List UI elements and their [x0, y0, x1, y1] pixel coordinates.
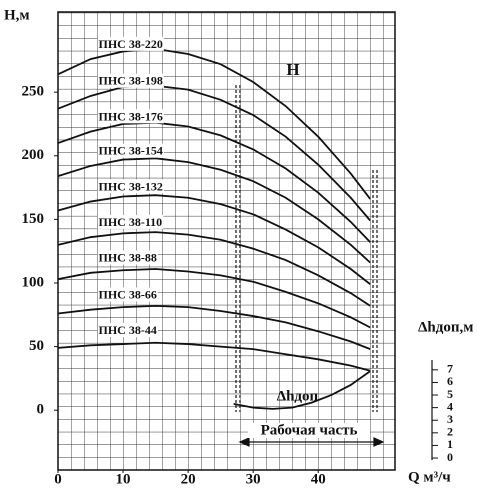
- curve: [57, 121, 371, 243]
- curve: [57, 231, 371, 307]
- x-tick-label: 10: [116, 471, 131, 487]
- y2-tick-label: 4: [447, 399, 453, 413]
- series-label: ПНС 38-66: [99, 287, 157, 301]
- curve: [57, 194, 371, 285]
- curve: [57, 47, 371, 200]
- y-tick-label: 150: [22, 211, 45, 227]
- series-label: ПНС 38-44: [99, 323, 157, 337]
- x-tick-label: 30: [246, 471, 261, 487]
- label-bg: [97, 214, 164, 229]
- y-tick-label: 100: [22, 274, 45, 290]
- series-label: Δhдоп: [277, 388, 319, 404]
- y-axis-title: H,м: [4, 7, 30, 23]
- y2-tick-label: 6: [447, 374, 453, 388]
- x-tick-label: 20: [181, 471, 196, 487]
- label-bg: [97, 36, 164, 51]
- y2-tick-label: 2: [447, 425, 453, 439]
- y2-tick-label: 3: [447, 412, 453, 426]
- annotation: H: [286, 60, 299, 79]
- label-bg: [97, 109, 164, 124]
- series-label: ПНС 38-154: [99, 144, 163, 158]
- x-tick-label: 40: [311, 471, 326, 487]
- y2-tick-label: 1: [447, 437, 453, 451]
- series-label: ПНС 38-176: [99, 109, 163, 123]
- label-bg: [97, 143, 164, 158]
- y-tick-label: 0: [37, 402, 45, 418]
- label-bg: [97, 73, 164, 88]
- y2-axis-title: Δhдоп,м: [418, 319, 473, 335]
- y2-tick-label: 0: [447, 450, 453, 464]
- curve: [57, 84, 371, 222]
- series-label: ПНС 38-88: [99, 251, 157, 265]
- series-label: ПНС 38-132: [99, 179, 163, 193]
- series-label: ПНС 38-220: [99, 37, 163, 51]
- curve: [233, 370, 371, 410]
- label-bg: [97, 323, 158, 338]
- curve: [57, 341, 371, 372]
- curve: [57, 157, 371, 264]
- x-tick-label: 0: [54, 471, 62, 487]
- y-tick-label: 50: [29, 338, 44, 354]
- curve: [57, 304, 371, 350]
- label-bg: [97, 250, 158, 265]
- y2-tick-label: 7: [447, 362, 453, 376]
- y-tick-label: 200: [22, 147, 45, 163]
- x-axis-title: Q м³/ч: [408, 469, 451, 485]
- label-bg: [97, 287, 158, 302]
- annotation: Рабочая часть: [261, 422, 358, 438]
- label-bg: [97, 179, 164, 194]
- series-label: ПНС 38-110: [99, 215, 163, 229]
- series-label: ПНС 38-198: [99, 74, 163, 88]
- y2-tick-label: 5: [447, 387, 453, 401]
- working-zone: [235, 85, 433, 460]
- label-bg: [248, 423, 370, 438]
- y-tick-label: 250: [22, 84, 45, 100]
- curve: [57, 268, 371, 329]
